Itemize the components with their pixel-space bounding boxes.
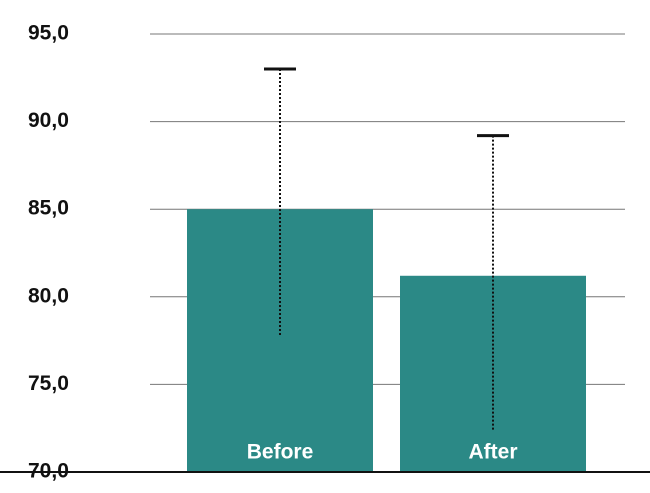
bar xyxy=(187,209,373,472)
y-tick-label: 75,0 xyxy=(28,372,69,395)
x-tick-label: After xyxy=(468,441,517,464)
y-tick-label: 90,0 xyxy=(28,109,69,132)
y-tick-label: 80,0 xyxy=(28,284,69,307)
y-tick-label: 95,0 xyxy=(28,22,69,45)
y-tick-label: 85,0 xyxy=(28,197,69,220)
x-tick-label: Before xyxy=(247,441,314,464)
